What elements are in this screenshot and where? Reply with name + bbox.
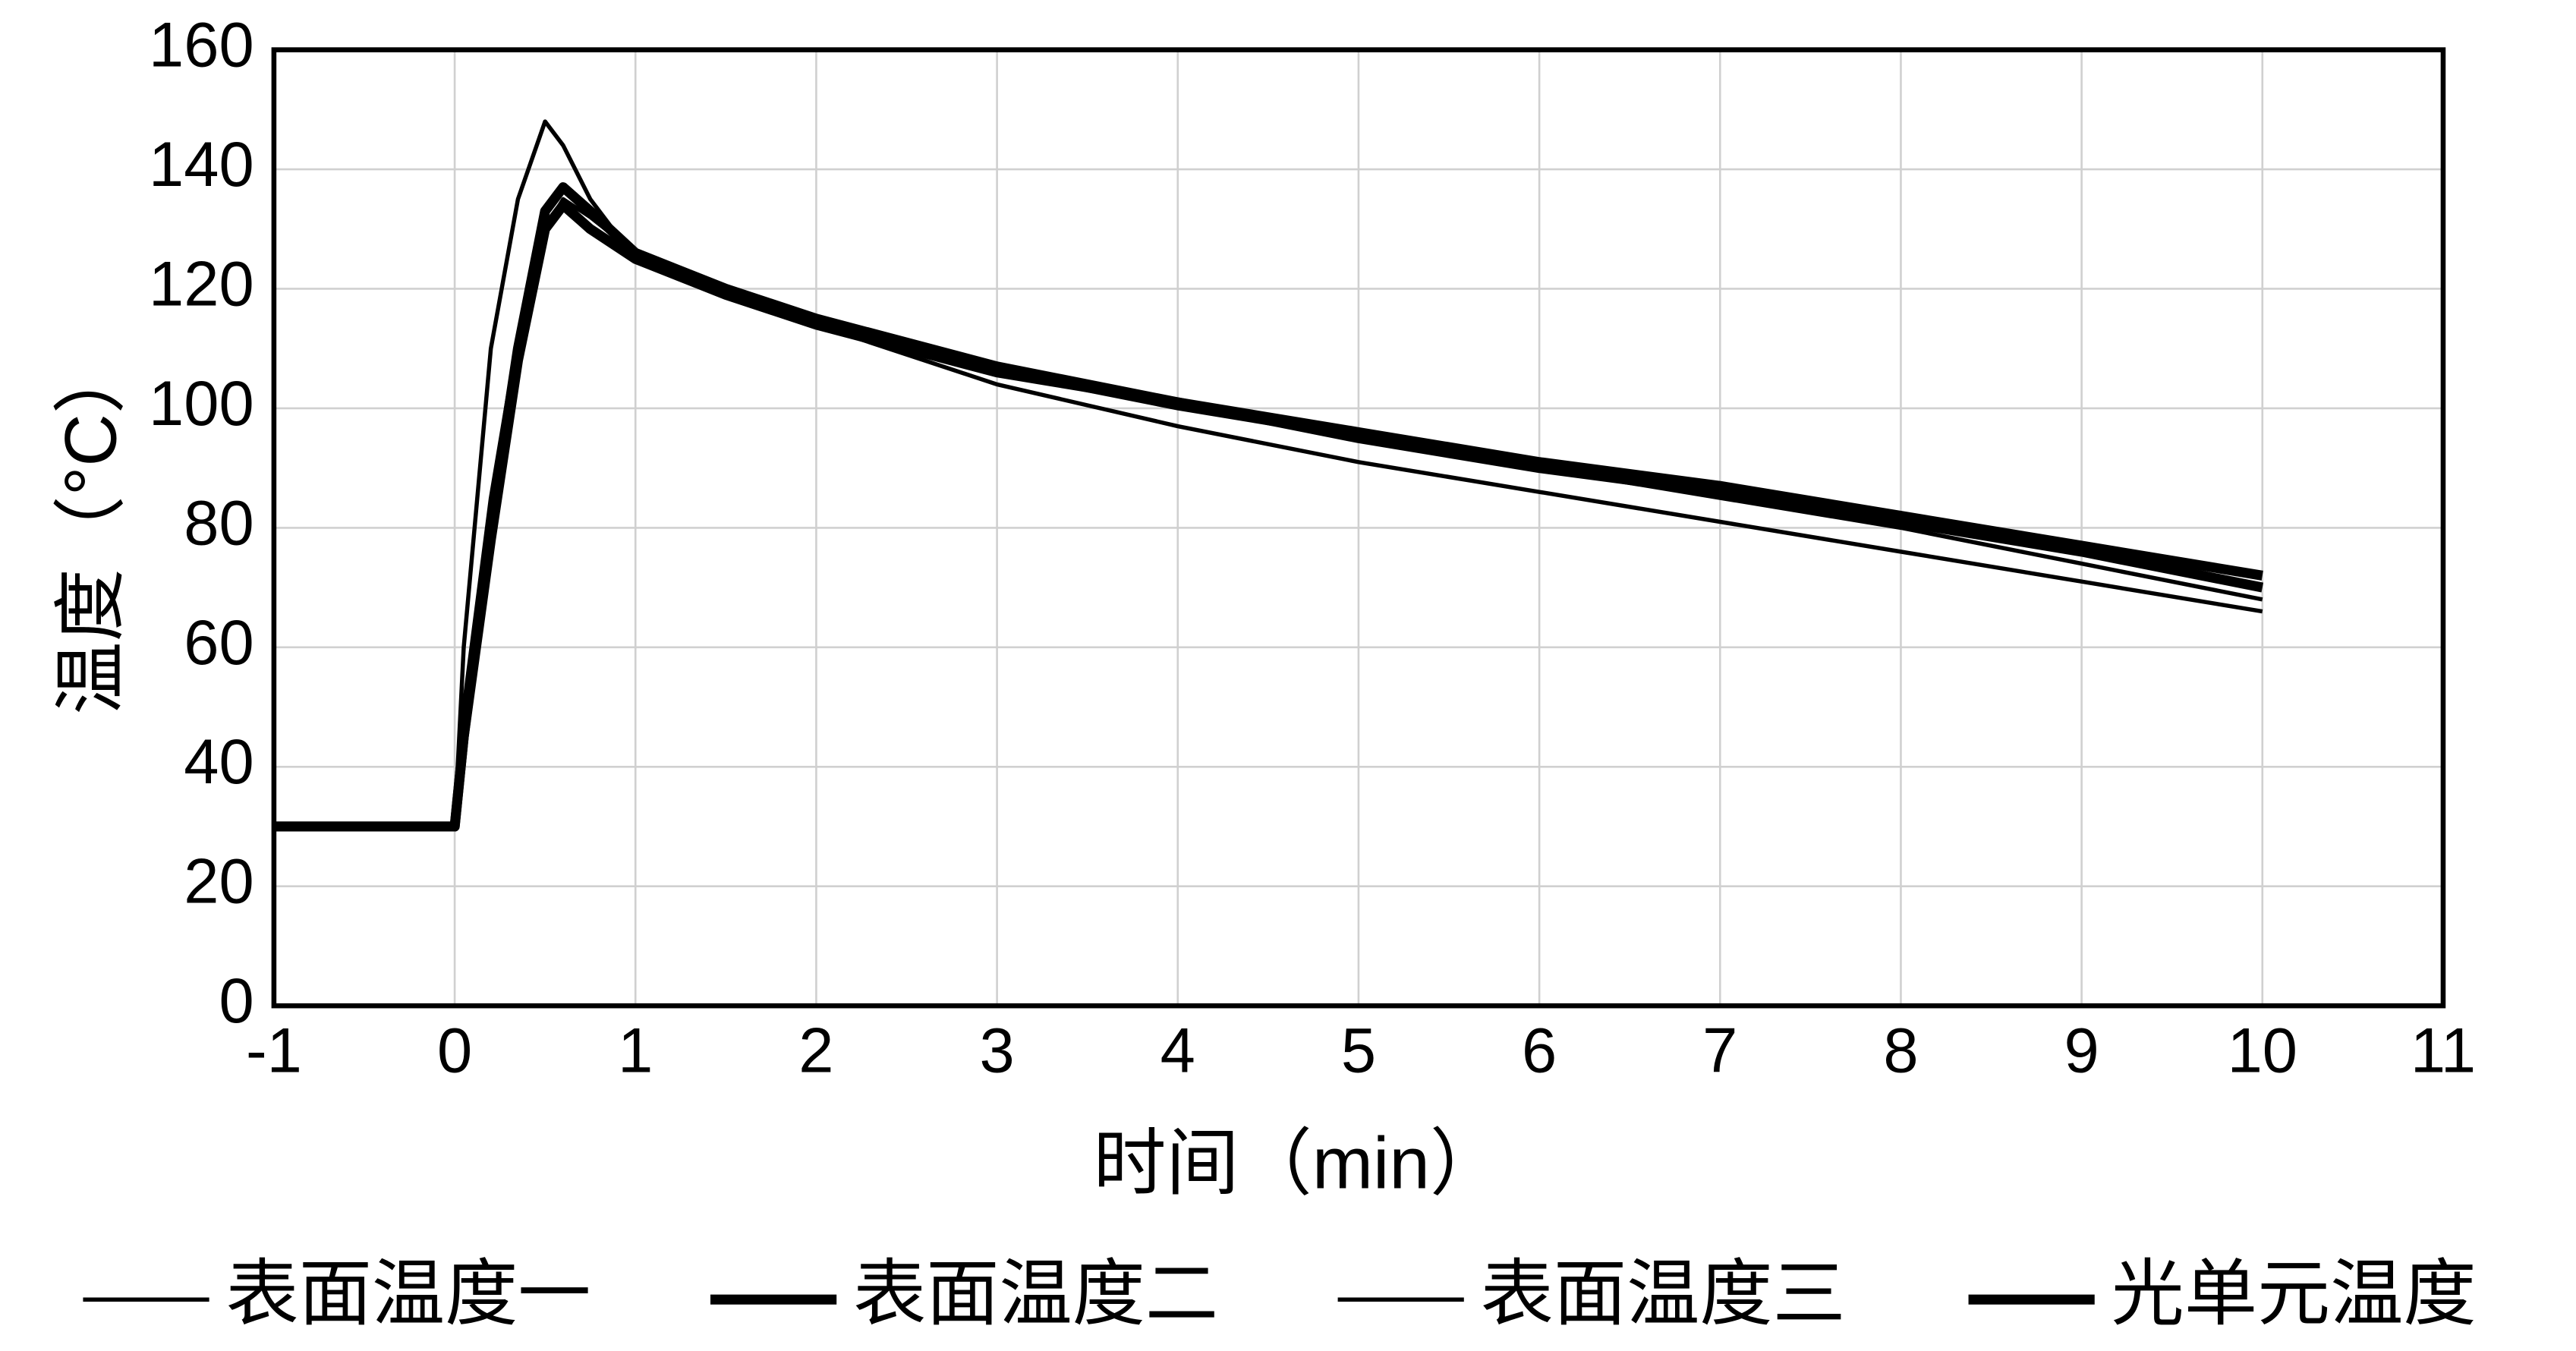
x-tick-label: 7: [1702, 1016, 1737, 1086]
legend-text: 光单元温度: [2112, 1254, 2477, 1335]
legend-text: 表面温度三: [1481, 1254, 1846, 1335]
x-tick-label: 10: [2228, 1016, 2297, 1086]
y-tick-label: 120: [149, 248, 254, 319]
x-tick-label: 2: [798, 1016, 833, 1086]
x-tick-label: -1: [246, 1016, 302, 1086]
x-tick-label: 3: [979, 1016, 1014, 1086]
legend-text: 表面温度二: [853, 1254, 1218, 1335]
y-tick-label: 60: [184, 607, 254, 678]
series-line: [273, 197, 2263, 829]
plot-frame: [271, 47, 2446, 1009]
x-tick-label: 8: [1883, 1016, 1918, 1086]
x-tick-label: 1: [618, 1016, 653, 1086]
y-tick-label: 20: [184, 846, 254, 917]
series-line: [273, 200, 2264, 832]
y-tick-label: 40: [184, 726, 254, 797]
x-tick-label: 0: [437, 1016, 472, 1086]
y-tick-label: 80: [184, 487, 254, 558]
series-line: [273, 119, 2263, 829]
series-line: [273, 182, 2263, 832]
x-tick-label: 5: [1341, 1016, 1376, 1086]
y-axis-label: 温度（°C）: [50, 341, 131, 715]
x-tick-label: 11: [2411, 1016, 2476, 1086]
x-tick-label: 6: [1522, 1016, 1557, 1086]
legend-text: 表面温度一: [225, 1254, 590, 1335]
y-tick-label: 140: [149, 129, 254, 200]
x-tick-label: 4: [1160, 1016, 1195, 1086]
x-tick-label: 9: [2064, 1016, 2099, 1086]
y-tick-label: 160: [149, 10, 254, 80]
y-tick-label: 0: [219, 965, 254, 1036]
x-axis-label: 时间（min）: [1093, 1123, 1503, 1205]
y-tick-label: 100: [149, 368, 254, 439]
